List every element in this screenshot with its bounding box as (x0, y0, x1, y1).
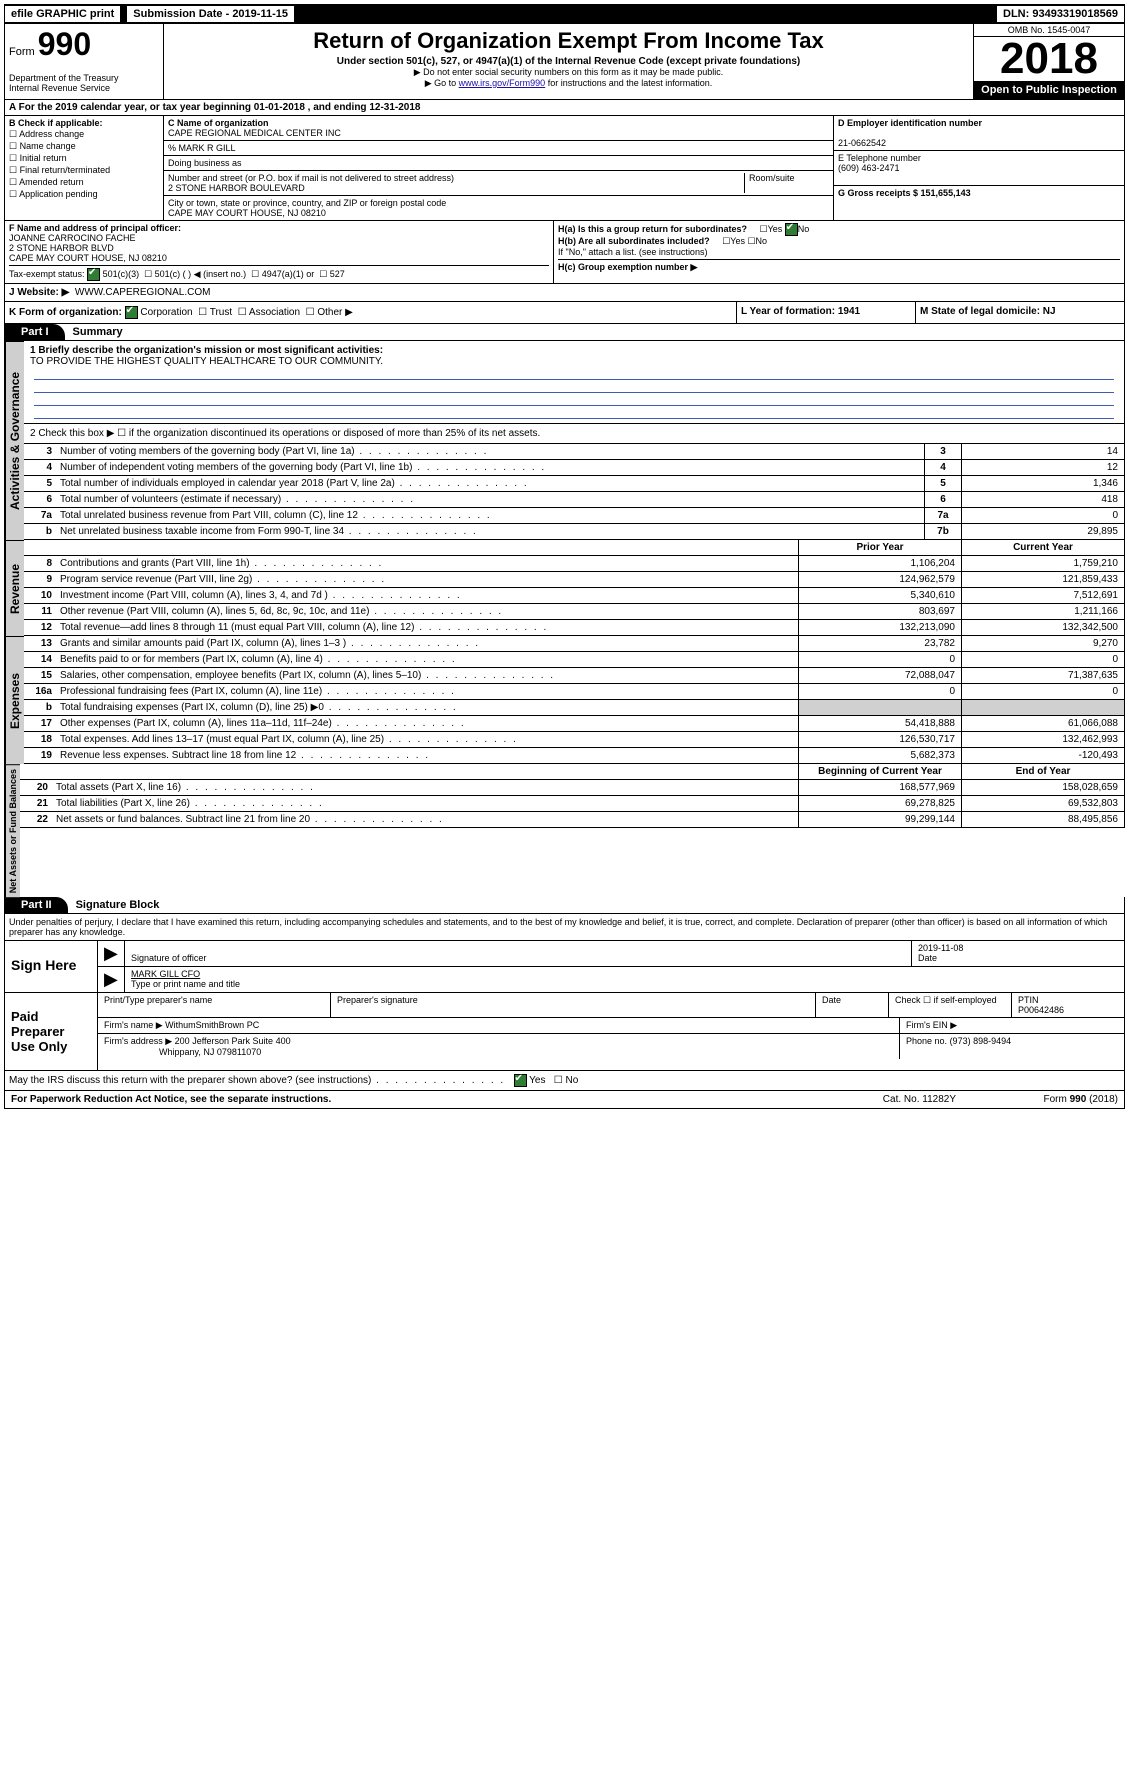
box-c: C Name of organization CAPE REGIONAL MED… (164, 116, 833, 220)
form-header: Form 990 Department of the Treasury Inte… (4, 24, 1125, 100)
opt-address-change[interactable]: ☐ Address change (9, 129, 159, 140)
line-13: 13 Grants and similar amounts paid (Part… (24, 636, 1125, 652)
open-public: Open to Public Inspection (974, 81, 1124, 99)
irs-link[interactable]: www.irs.gov/Form990 (459, 78, 546, 88)
line-21: 21 Total liabilities (Part X, line 26) 6… (20, 796, 1125, 812)
line-16a: 16a Professional fundraising fees (Part … (24, 684, 1125, 700)
top-bar: efile GRAPHIC print Submission Date - 20… (4, 4, 1125, 24)
part1-header: Part I Summary (4, 324, 1125, 341)
line-15: 15 Salaries, other compensation, employe… (24, 668, 1125, 684)
form-subtitle: Under section 501(c), 527, or 4947(a)(1)… (170, 56, 967, 67)
footer: For Paperwork Reduction Act Notice, see … (4, 1091, 1125, 1109)
opt-final[interactable]: ☐ Final return/terminated (9, 165, 159, 176)
website-row: J Website: ▶ WWW.CAPEREGIONAL.COM (4, 284, 1125, 302)
ck-discuss-yes[interactable] (514, 1074, 527, 1087)
line-4: 4 Number of independent voting members o… (24, 460, 1125, 476)
side-governance: Activities & Governance (5, 341, 24, 540)
form-title: Return of Organization Exempt From Incom… (170, 28, 967, 54)
firm-phone: (973) 898-9494 (950, 1036, 1012, 1046)
line-2: 2 Check this box ▶ ☐ if the organization… (24, 424, 1125, 444)
dba: Doing business as (164, 156, 833, 171)
firm-name: WithumSmithBrown PC (165, 1020, 259, 1030)
line-6: 6 Total number of volunteers (estimate i… (24, 492, 1125, 508)
line-b: b Net unrelated business taxable income … (24, 524, 1125, 540)
ein: 21-0662542 (838, 138, 886, 148)
submission-date: Submission Date - 2019-11-15 (126, 5, 295, 23)
paid-preparer-block: Paid Preparer Use Only Print/Type prepar… (4, 993, 1125, 1071)
ck-corp[interactable] (125, 306, 138, 319)
ck-ha-no[interactable] (785, 223, 798, 236)
signer-name: MARK GILL CFO (131, 969, 200, 979)
state-domicile: M State of legal domicile: NJ (915, 302, 1124, 323)
dept-label: Department of the Treasury Internal Reve… (9, 73, 159, 93)
summary-table: Activities & Governance 1 Briefly descri… (4, 341, 1125, 540)
year-formation: L Year of formation: 1941 (736, 302, 915, 323)
sign-date: 2019-11-08 (918, 943, 963, 953)
sign-here-block: Sign Here ▶ Signature of officer 2019-11… (4, 941, 1125, 993)
line-14: 14 Benefits paid to or for members (Part… (24, 652, 1125, 668)
line-17: 17 Other expenses (Part IX, column (A), … (24, 716, 1125, 732)
phone: (609) 463-2471 (838, 163, 900, 173)
room-suite: Room/suite (744, 173, 829, 193)
website-link[interactable]: WWW.CAPEREGIONAL.COM (75, 287, 211, 298)
tax-year: 2018 (974, 37, 1124, 81)
note-goto: ▶ Go to www.irs.gov/Form990 for instruct… (170, 78, 967, 89)
line-10: 10 Investment income (Part VIII, column … (24, 588, 1125, 604)
row-a-tax-year: A For the 2019 calendar year, or tax yea… (4, 100, 1125, 116)
mission-text: TO PROVIDE THE HIGHEST QUALITY HEALTHCAR… (30, 356, 383, 367)
dln: DLN: 93493319018569 (997, 6, 1124, 22)
gross-receipts: G Gross receipts $ 151,655,143 (834, 186, 1124, 220)
line-9: 9 Program service revenue (Part VIII, li… (24, 572, 1125, 588)
header-beg-end: Beginning of Current Year End of Year (20, 764, 1125, 780)
line-3: 3 Number of voting members of the govern… (24, 444, 1125, 460)
header-prior-current: Prior Year Current Year (24, 540, 1125, 556)
officer-name: JOANNE CARROCINO FACHE (9, 233, 136, 243)
line-20: 20 Total assets (Part X, line 16) 168,57… (20, 780, 1125, 796)
part2-header: Part II Signature Block (4, 897, 1125, 914)
org-address: 2 STONE HARBOR BOULEVARD (168, 183, 305, 193)
opt-amended[interactable]: ☐ Amended return (9, 177, 159, 188)
opt-name-change[interactable]: ☐ Name change (9, 141, 159, 152)
firm-addr: 200 Jefferson Park Suite 400 (175, 1036, 291, 1046)
side-expenses: Expenses (5, 636, 24, 764)
line-b: b Total fundraising expenses (Part IX, c… (24, 700, 1125, 716)
line-19: 19 Revenue less expenses. Subtract line … (24, 748, 1125, 764)
org-name: CAPE REGIONAL MEDICAL CENTER INC (168, 128, 341, 138)
row-klm: K Form of organization: Corporation ☐ Tr… (4, 302, 1125, 324)
line-18: 18 Total expenses. Add lines 13–17 (must… (24, 732, 1125, 748)
line-12: 12 Total revenue—add lines 8 through 11 … (24, 620, 1125, 636)
line-5: 5 Total number of individuals employed i… (24, 476, 1125, 492)
efile-button[interactable]: efile GRAPHIC print (5, 6, 120, 22)
line-7a: 7a Total unrelated business revenue from… (24, 508, 1125, 524)
side-revenue: Revenue (5, 540, 24, 636)
row-fh: F Name and address of principal officer:… (4, 221, 1125, 284)
side-net: Net Assets or Fund Balances (5, 764, 20, 897)
discuss-row: May the IRS discuss this return with the… (4, 1071, 1125, 1091)
ptin: P00642486 (1018, 1005, 1064, 1015)
line-8: 8 Contributions and grants (Part VIII, l… (24, 556, 1125, 572)
header-grid: B Check if applicable: ☐ Address change … (4, 116, 1125, 221)
perjury-text: Under penalties of perjury, I declare th… (4, 914, 1125, 941)
note-ssn: ▶ Do not enter social security numbers o… (170, 67, 967, 78)
org-city: CAPE MAY COURT HOUSE, NJ 08210 (168, 208, 326, 218)
line-11: 11 Other revenue (Part VIII, column (A),… (24, 604, 1125, 620)
form-number: Form 990 (9, 26, 159, 63)
opt-initial[interactable]: ☐ Initial return (9, 153, 159, 164)
ck-501c3[interactable] (87, 268, 100, 281)
opt-pending[interactable]: ☐ Application pending (9, 189, 159, 200)
box-b: B Check if applicable: ☐ Address change … (5, 116, 164, 220)
line-22: 22 Net assets or fund balances. Subtract… (20, 812, 1125, 828)
care-of: % MARK R GILL (164, 141, 833, 156)
tax-status-label: Tax-exempt status: (9, 269, 85, 279)
